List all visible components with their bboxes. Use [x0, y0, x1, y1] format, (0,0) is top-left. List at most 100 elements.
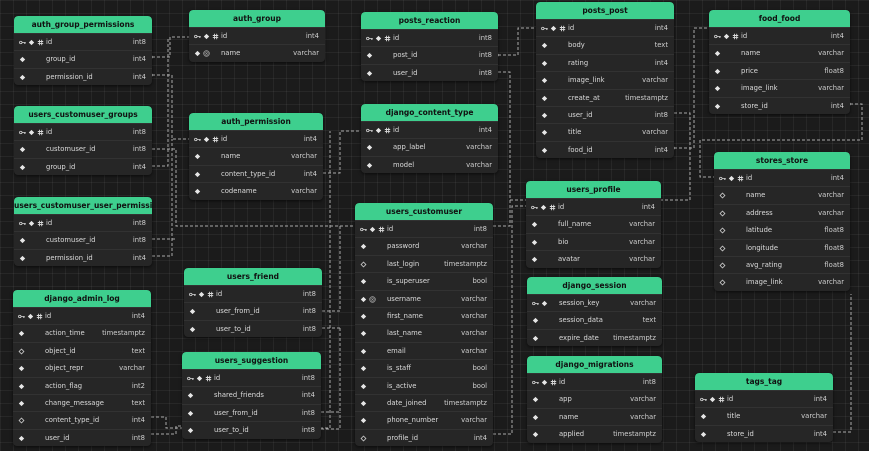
column-row[interactable]: id int8	[361, 29, 498, 46]
table-title[interactable]: users_suggestion	[182, 352, 321, 369]
column-row[interactable]: change_message text	[13, 393, 151, 411]
column-row[interactable]: full_name varchar	[526, 215, 661, 232]
table-title[interactable]: auth_permission	[189, 113, 323, 130]
table-title[interactable]: users_friend	[184, 268, 322, 285]
column-row[interactable]: name varchar	[189, 44, 325, 61]
column-row[interactable]: avatar varchar	[526, 250, 661, 267]
column-row[interactable]: object_id text	[13, 341, 151, 359]
table-posts-post[interactable]: posts_post id int4 body text rating int4 image_…	[536, 2, 674, 159]
table-title[interactable]: users_customuser_groups	[14, 106, 152, 123]
column-row[interactable]: store_id int4	[709, 96, 850, 114]
column-row[interactable]: user_from_id int8	[184, 302, 322, 319]
column-row[interactable]: image_link varchar	[536, 71, 674, 88]
table-django-migrations[interactable]: django_migrations id int8 app varchar name var…	[527, 356, 662, 443]
column-row[interactable]: first_name varchar	[355, 306, 493, 324]
table-title[interactable]: auth_group_permissions	[14, 16, 152, 33]
column-row[interactable]: is_superuser bool	[355, 272, 493, 289]
column-row[interactable]: username varchar	[355, 289, 493, 307]
column-row[interactable]: content_type_id int4	[13, 411, 151, 428]
column-row[interactable]: password varchar	[355, 237, 493, 254]
column-row[interactable]: avg_rating float8	[714, 255, 850, 273]
table-users-profile[interactable]: users_profile id int4 full_name varchar bio va…	[526, 181, 661, 268]
column-row[interactable]: id int4	[361, 121, 498, 138]
table-django-content-type[interactable]: django_content_type id int4 app_label varcha…	[361, 104, 498, 174]
table-food-food[interactable]: food_food id int4 name varchar price float8 ima…	[709, 10, 850, 114]
column-row[interactable]: name varchar	[714, 186, 850, 203]
table-django-session[interactable]: django_session session_key varchar session_…	[527, 277, 662, 347]
column-row[interactable]: user_from_id int8	[182, 403, 321, 421]
table-django-admin-log[interactable]: django_admin_log id int4 action_time timesta…	[13, 290, 151, 447]
column-row[interactable]: group_id int4	[14, 50, 152, 67]
column-row[interactable]: id int8	[14, 214, 152, 231]
column-row[interactable]: app_label varchar	[361, 138, 498, 155]
table-title[interactable]: posts_reaction	[361, 12, 498, 29]
table-users-friend[interactable]: users_friend id int8 user_from_id int8 user_t…	[184, 268, 322, 338]
column-row[interactable]: applied timestamptz	[527, 425, 662, 442]
column-row[interactable]: id int8	[184, 285, 322, 302]
column-row[interactable]: last_login timestamptz	[355, 254, 493, 272]
column-row[interactable]: id int4	[526, 198, 661, 215]
column-row[interactable]: codename varchar	[189, 182, 323, 199]
column-row[interactable]: id int8	[182, 369, 321, 386]
table-users-customuser-groups[interactable]: users_customuser_groups id int8 customuser_…	[14, 106, 152, 176]
column-row[interactable]: image_link varchar	[709, 79, 850, 96]
column-row[interactable]: id int4	[189, 130, 323, 147]
column-row[interactable]: permission_id int4	[14, 248, 152, 266]
table-title[interactable]: auth_group	[189, 10, 325, 27]
column-row[interactable]: app varchar	[527, 390, 662, 407]
table-title[interactable]: django_session	[527, 277, 662, 294]
table-stores-store[interactable]: stores_store id int4 name varchar address varc…	[714, 152, 850, 291]
column-row[interactable]: phone_number varchar	[355, 411, 493, 428]
column-row[interactable]: id int8	[355, 220, 493, 237]
table-title[interactable]: posts_post	[536, 2, 674, 19]
table-users-customuser-user-permissions[interactable]: users_customuser_user_permissions id int8 c…	[14, 197, 152, 267]
column-row[interactable]: store_id int4	[695, 424, 833, 442]
column-row[interactable]: image_link varchar	[714, 273, 850, 290]
column-row[interactable]: permission_id int4	[14, 67, 152, 85]
table-users-suggestion[interactable]: users_suggestion id int8 shared_friends int4…	[182, 352, 321, 439]
column-row[interactable]: user_id int8	[13, 428, 151, 446]
column-row[interactable]: last_name varchar	[355, 324, 493, 341]
column-row[interactable]: body text	[536, 36, 674, 53]
table-title[interactable]: users_customuser_user_permissions	[14, 197, 152, 214]
column-row[interactable]: customuser_id int8	[14, 231, 152, 248]
column-row[interactable]: food_id int4	[536, 140, 674, 158]
table-posts-reaction[interactable]: posts_reaction id int8 post_id int8 user_id in…	[361, 12, 498, 82]
table-users-customuser[interactable]: users_customuser id int8 password varchar las…	[355, 203, 493, 447]
table-tags-tag[interactable]: tags_tag id int4 title varchar store_id int4	[695, 373, 833, 443]
column-row[interactable]: name varchar	[709, 44, 850, 61]
table-title[interactable]: tags_tag	[695, 373, 833, 390]
column-row[interactable]: name varchar	[527, 407, 662, 425]
column-row[interactable]: bio varchar	[526, 232, 661, 250]
table-title[interactable]: django_migrations	[527, 356, 662, 373]
column-row[interactable]: id int4	[714, 169, 850, 186]
table-title[interactable]: users_customuser	[355, 203, 493, 220]
column-row[interactable]: post_id int8	[361, 46, 498, 63]
column-row[interactable]: id int4	[536, 19, 674, 36]
column-row[interactable]: customuser_id int8	[14, 140, 152, 157]
column-row[interactable]: id int4	[709, 27, 850, 44]
column-row[interactable]: id int8	[14, 123, 152, 140]
column-row[interactable]: longitude float8	[714, 238, 850, 256]
table-auth-permission[interactable]: auth_permission id int4 name varchar content_…	[189, 113, 323, 200]
table-auth-group-permissions[interactable]: auth_group_permissions id int8 group_id int4…	[14, 16, 152, 86]
column-row[interactable]: name varchar	[189, 147, 323, 164]
column-row[interactable]: object_repr varchar	[13, 359, 151, 376]
column-row[interactable]: price float8	[709, 61, 850, 79]
column-row[interactable]: title varchar	[536, 123, 674, 140]
column-row[interactable]: profile_id int4	[355, 428, 493, 446]
column-row[interactable]: title varchar	[695, 407, 833, 424]
column-row[interactable]: model varchar	[361, 155, 498, 173]
column-row[interactable]: group_id int4	[14, 157, 152, 175]
column-row[interactable]: email varchar	[355, 341, 493, 359]
column-row[interactable]: shared_friends int4	[182, 386, 321, 403]
column-row[interactable]: user_id int8	[361, 63, 498, 81]
column-row[interactable]: address varchar	[714, 203, 850, 221]
column-row[interactable]: id int4	[189, 27, 325, 44]
table-title[interactable]: food_food	[709, 10, 850, 27]
column-row[interactable]: create_at timestamptz	[536, 88, 674, 106]
table-auth-group[interactable]: auth_group id int4 name varchar	[189, 10, 325, 62]
column-row[interactable]: id int4	[13, 307, 151, 324]
column-row[interactable]: latitude float8	[714, 221, 850, 238]
table-title[interactable]: stores_store	[714, 152, 850, 169]
